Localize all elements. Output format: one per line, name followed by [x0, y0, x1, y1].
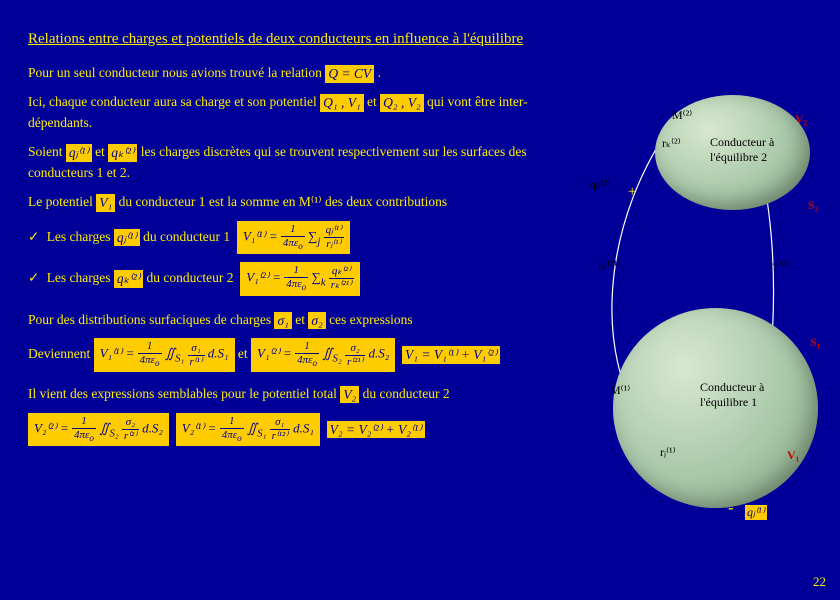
t: et: [367, 94, 377, 109]
t: et: [238, 346, 248, 361]
bullet-2: Les charges qₖ⁽²⁾ du conducteur 2 V₁⁽²⁾ …: [28, 262, 558, 295]
t: Ici, chaque conducteur aura sa charge et…: [28, 94, 317, 109]
lbl-s2: S₂: [808, 198, 818, 213]
t: Pour un seul conducteur nous avions trou…: [28, 65, 322, 80]
t: Il vient des expressions semblables pour…: [28, 386, 337, 401]
formula-v1-2: V₁⁽²⁾ = 14πεo ∑k qₖ⁽²⁾rₖ⁽²¹⁾: [240, 262, 360, 295]
formula-int-2: V₁⁽²⁾ = 14πεo ∬S₂ σ₂r⁽²¹⁾ d.S₂: [251, 338, 395, 371]
text-column: Relations entre charges et potentiels de…: [28, 28, 558, 454]
lbl-v2: V₂: [795, 112, 807, 127]
formula-v1-1: V₁⁽¹⁾ = 14πεo ∑j qⱼ⁽¹⁾rⱼ⁽¹⁾: [237, 221, 350, 254]
page-number: 22: [813, 574, 826, 590]
t: Le potentiel: [28, 194, 93, 209]
lbl-rk21: rₖ⁽²¹⁾: [598, 258, 620, 273]
eq-qk2: qₖ⁽²⁾: [108, 144, 137, 162]
lbl-rj1: rⱼ⁽¹⁾: [660, 445, 676, 460]
page-title: Relations entre charges et potentiels de…: [28, 28, 558, 51]
para-1: Pour un seul conducteur nous avions trou…: [28, 63, 558, 84]
para-8: V₂⁽²⁾ = 14πεo ∬S₂ σ₂r⁽²⁾ d.S₂ V₂⁽¹⁾ = 14…: [28, 413, 558, 446]
t: Soient: [28, 144, 63, 159]
lbl-m1: M⁽¹⁾: [610, 383, 630, 398]
para-6: Deviennent V₁⁽¹⁾ = 14πεo ∬S₁ σ₁r⁽¹⁾ d.S₁…: [28, 338, 558, 371]
lbl-rj12: rⱼ⁽¹²⁾: [770, 258, 789, 273]
formula-int-1: V₁⁽¹⁾ = 14πεo ∬S₁ σ₁r⁽¹⁾ d.S₁: [94, 338, 235, 371]
t: du conducteur 2: [363, 386, 450, 401]
lbl-v1: V₁: [787, 448, 799, 463]
t: .: [378, 65, 381, 80]
para-4: Le potentiel V₁ du conducteur 1 est la s…: [28, 192, 558, 213]
para-7: Il vient des expressions semblables pour…: [28, 384, 558, 405]
para-3: Soient qⱼ⁽¹⁾ et qₖ⁽²⁾ les charges discrè…: [28, 142, 558, 184]
eq-qcv: Q = CV: [325, 65, 374, 83]
eq-qj1-b: qⱼ⁽¹⁾: [114, 229, 140, 247]
para-2: Ici, chaque conducteur aura sa charge et…: [28, 92, 558, 134]
lbl-cond1: Conducteur à l'équilibre 1: [700, 380, 810, 410]
diagram: M⁽²⁾ V₂ rₖ⁽²⁾ Conducteur à l'équilibre 2…: [580, 100, 830, 550]
eq-qj1: qⱼ⁽¹⁾: [66, 144, 92, 162]
bullet-1: Les charges qⱼ⁽¹⁾ du conducteur 1 V₁⁽¹⁾ …: [28, 221, 558, 254]
t: Deviennent: [28, 346, 90, 361]
t: du conducteur 1 est la somme en M⁽¹⁾ des…: [119, 194, 448, 209]
t: Les charges: [47, 229, 111, 244]
eq-v2: V₂: [340, 386, 359, 404]
lbl-m2: M⁽²⁾: [672, 108, 692, 123]
lbl-s1: S₁: [810, 335, 820, 350]
eq-v1: V₁: [96, 194, 115, 212]
plus-sign: +: [628, 184, 636, 201]
t: Pour des distributions surfaciques de ch…: [28, 312, 271, 327]
eq-sigma1: σ₁: [274, 312, 291, 330]
eq-q1v1: Q₁ , V₁: [320, 94, 364, 112]
para-5: Pour des distributions surfaciques de ch…: [28, 310, 558, 331]
formula-v2-2: V₂⁽²⁾ = 14πεo ∬S₂ σ₂r⁽²⁾ d.S₂: [28, 413, 169, 446]
eq-q2v2: Q₂ , V₂: [380, 94, 424, 112]
lbl-cond2: Conducteur à l'équilibre 2: [710, 135, 810, 165]
t: Les charges: [47, 270, 111, 285]
eq-sigma2: σ₂: [308, 312, 325, 330]
eq-qk2-b: qₖ⁽²⁾: [114, 270, 143, 288]
eq-sumv1: V₁ = V₁⁽¹⁾ + V₁⁽²⁾: [402, 346, 500, 364]
formula-v2-1: V₂⁽¹⁾ = 14πεo ∬S₁ σ₁r⁽¹²⁾ d.S₁: [176, 413, 320, 446]
eq-sumv2: V₂ = V₂⁽²⁾ + V₂⁽¹⁾: [327, 421, 425, 439]
lbl-qk2: qₖ⁽²⁾: [590, 177, 611, 192]
t: et: [95, 144, 105, 159]
t: et: [295, 312, 305, 327]
lbl-qj1: qⱼ⁽¹⁾: [745, 505, 767, 520]
t: ces expressions: [329, 312, 413, 327]
t: du conducteur 2: [146, 270, 233, 285]
minus-sign: -: [728, 498, 734, 518]
lbl-rk2: rₖ⁽²⁾: [662, 136, 681, 151]
t: du conducteur 1: [143, 229, 230, 244]
